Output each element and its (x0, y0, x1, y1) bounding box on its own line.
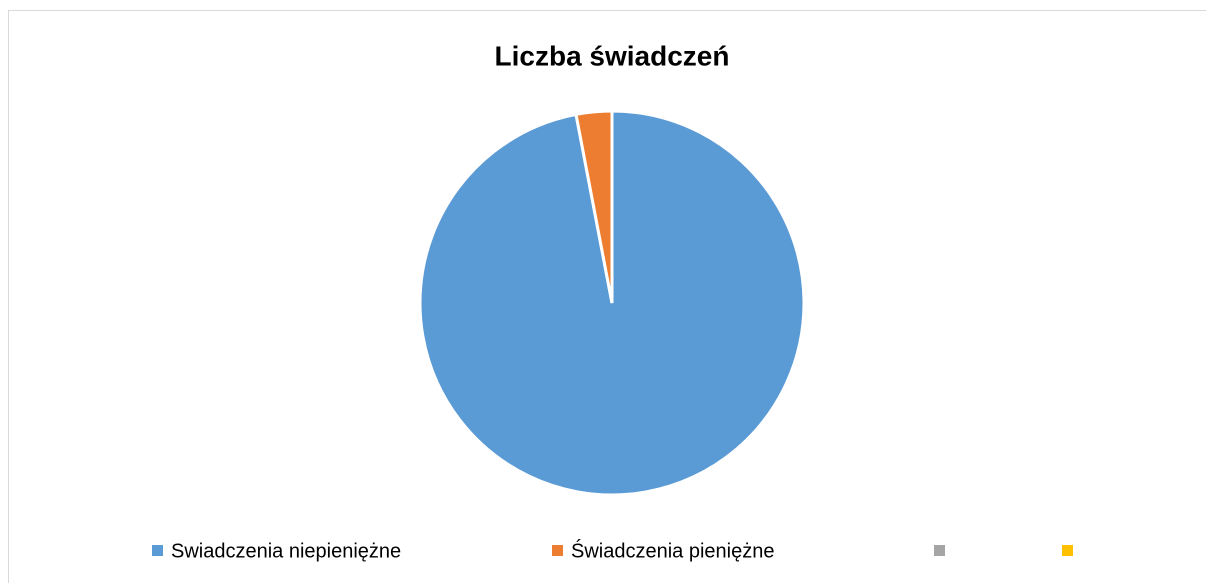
legend-swatch (1062, 545, 1073, 556)
legend-swatch (152, 545, 163, 556)
legend-label: Świadczenia pieniężne (571, 538, 774, 562)
legend-swatch (934, 545, 945, 556)
pie-slice (574, 109, 614, 304)
legend-swatch (552, 545, 563, 556)
legend-label: Swiadczenia niepieniężne (171, 540, 401, 562)
chart-title: Liczba świadczeń (495, 40, 730, 71)
